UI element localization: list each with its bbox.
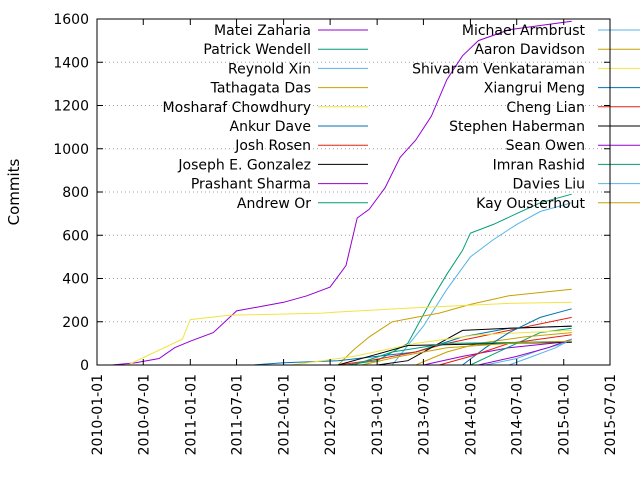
series-line (127, 301, 572, 366)
y-axis-label: Commits (5, 158, 23, 225)
series-line (337, 288, 572, 366)
y-tick-label: 1600 (53, 12, 89, 28)
x-axis-ticks: 2010-01-01 2010-07-01 2011-01-01 2011-07-01… (90, 19, 619, 455)
legend-label: Josh Rosen (234, 138, 311, 154)
legend-label: Ankur Dave (230, 119, 311, 135)
x-tick-label: 2015-01-01 (557, 374, 573, 455)
x-tick-label: 2011-07-01 (230, 374, 246, 455)
legend: Matei Zaharia Patrick Wendell Reynold Xin T… (163, 23, 640, 212)
legend-label: Matei Zaharia (214, 23, 311, 39)
x-tick-label: 2010-07-01 (136, 374, 152, 455)
legend-label: Xiangrui Meng (484, 81, 585, 97)
legend-label: Davies Liu (513, 177, 585, 193)
x-tick-label: 2014-01-01 (463, 374, 479, 455)
x-tick-label: 2014-07-01 (510, 374, 526, 455)
legend-label: Imran Rashid (493, 157, 585, 173)
legend-label: Tathagata Das (210, 81, 311, 97)
legend-label: Mosharaf Chowdhury (163, 100, 311, 116)
x-tick-label: 2013-07-01 (416, 374, 432, 455)
y-tick-label: 1200 (53, 99, 89, 115)
legend-label: Cheng Lian (506, 100, 585, 116)
y-tick-label: 600 (62, 228, 89, 244)
x-tick-label: 2010-01-01 (90, 374, 106, 455)
series-line (485, 340, 572, 366)
series-lines (112, 20, 572, 366)
y-tick-label: 1000 (53, 142, 89, 158)
series-line (508, 338, 572, 366)
x-tick-label: 2012-01-01 (277, 374, 293, 455)
series-line (291, 329, 572, 366)
series-line (478, 338, 572, 366)
legend-label: Sean Owen (506, 138, 585, 154)
legend-label: Shivaram Venkataraman (412, 61, 585, 77)
legend-label: Reynold Xin (228, 61, 311, 77)
series-line (423, 340, 572, 366)
x-tick-label: 2011-01-01 (183, 374, 199, 455)
y-tick-label: 200 (62, 315, 89, 331)
legend-label: Patrick Wendell (203, 42, 311, 58)
series-line (345, 193, 572, 366)
y-tick-label: 1400 (53, 55, 89, 71)
x-tick-label: 2013-01-01 (370, 374, 386, 455)
y-axis-ticks: 0 200 400 600 800 1000 1200 1400 1600 (53, 12, 610, 374)
legend-label: Aaron Davidson (474, 42, 585, 58)
legend-label: Joseph E. Gonzalez (177, 157, 311, 173)
legend-label: Stephen Haberman (449, 119, 585, 135)
legend-label: Kay Ousterhout (476, 196, 585, 212)
series-line (112, 20, 572, 366)
series-line (439, 334, 572, 366)
series-line (391, 202, 572, 366)
y-tick-label: 400 (62, 272, 89, 288)
x-tick-label: 2012-07-01 (323, 374, 339, 455)
series-line (361, 340, 572, 366)
y-tick-label: 0 (80, 358, 89, 374)
legend-label: Michael Armbrust (462, 23, 586, 39)
legend-label: Prashant Sharma (191, 177, 311, 193)
x-tick-label: 2015-07-01 (603, 374, 619, 455)
legend-label: Andrew Or (237, 196, 311, 212)
y-tick-label: 800 (62, 185, 89, 201)
